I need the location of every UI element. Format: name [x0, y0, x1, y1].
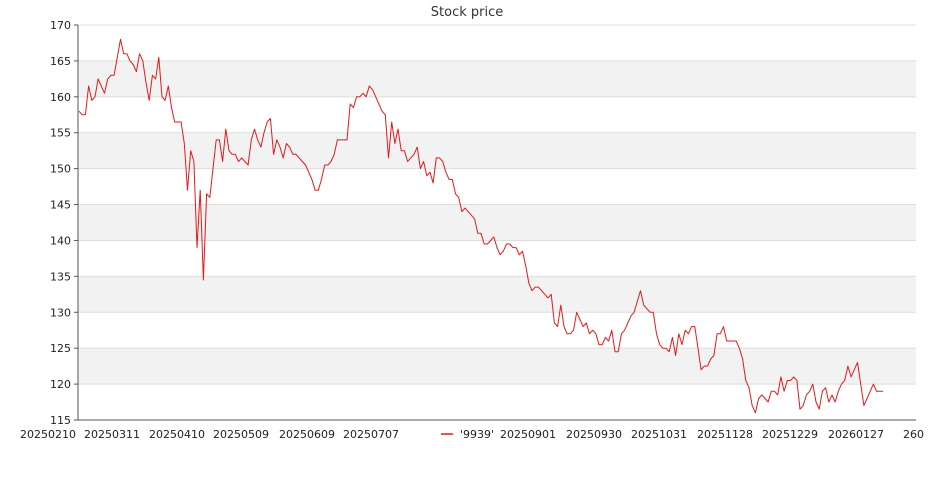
y-tick-label: 135	[50, 270, 71, 283]
x-tick-label: 20250410	[149, 428, 205, 441]
x-tick-label: 20250509	[213, 428, 269, 441]
y-tick-label: 125	[50, 342, 71, 355]
legend: '9939'	[441, 428, 494, 441]
series-lines	[78, 38, 883, 414]
x-tick-label: 260	[903, 428, 924, 441]
grid-band	[78, 348, 916, 385]
series-line	[78, 38, 883, 414]
x-tick-label: 20251128	[697, 428, 753, 441]
x-tick-label: 20260127	[828, 428, 884, 441]
grid-band	[78, 276, 916, 313]
x-tick-label: 20250901	[500, 428, 556, 441]
y-tick-label: 155	[50, 127, 71, 140]
x-tick-label: 20250311	[84, 428, 140, 441]
y-tick-label: 115	[50, 414, 71, 427]
axes	[77, 25, 916, 421]
y-tick-label: 170	[50, 19, 71, 32]
grid-bands	[78, 24, 916, 421]
y-tick-label: 130	[50, 306, 71, 319]
grid-band	[78, 204, 916, 241]
x-tick-label: 20250210	[20, 428, 76, 441]
x-tick-label: 20250609	[279, 428, 335, 441]
y-tick-label: 120	[50, 378, 71, 391]
y-tick-label: 165	[50, 55, 71, 68]
y-tick-label: 145	[50, 199, 71, 212]
y-tick-labels: 115 120 125 130 135 140 145 150 155 160 165 170	[50, 19, 78, 427]
y-tick-label: 140	[50, 234, 71, 247]
x-tick-label: 20250930	[566, 428, 622, 441]
x-tick-labels: 20250210 20250311 20250410 20250509 20250609…	[20, 428, 924, 441]
x-tick-label: 20251031	[631, 428, 687, 441]
x-tick-label: 20251229	[762, 428, 818, 441]
grid-band	[78, 60, 916, 97]
y-tick-label: 160	[50, 91, 71, 104]
chart-title: Stock price	[431, 5, 503, 20]
y-tick-label: 150	[50, 163, 71, 176]
grid-band	[78, 132, 916, 169]
x-tick-label: 20250707	[343, 428, 399, 441]
legend-label: '9939'	[460, 428, 494, 441]
